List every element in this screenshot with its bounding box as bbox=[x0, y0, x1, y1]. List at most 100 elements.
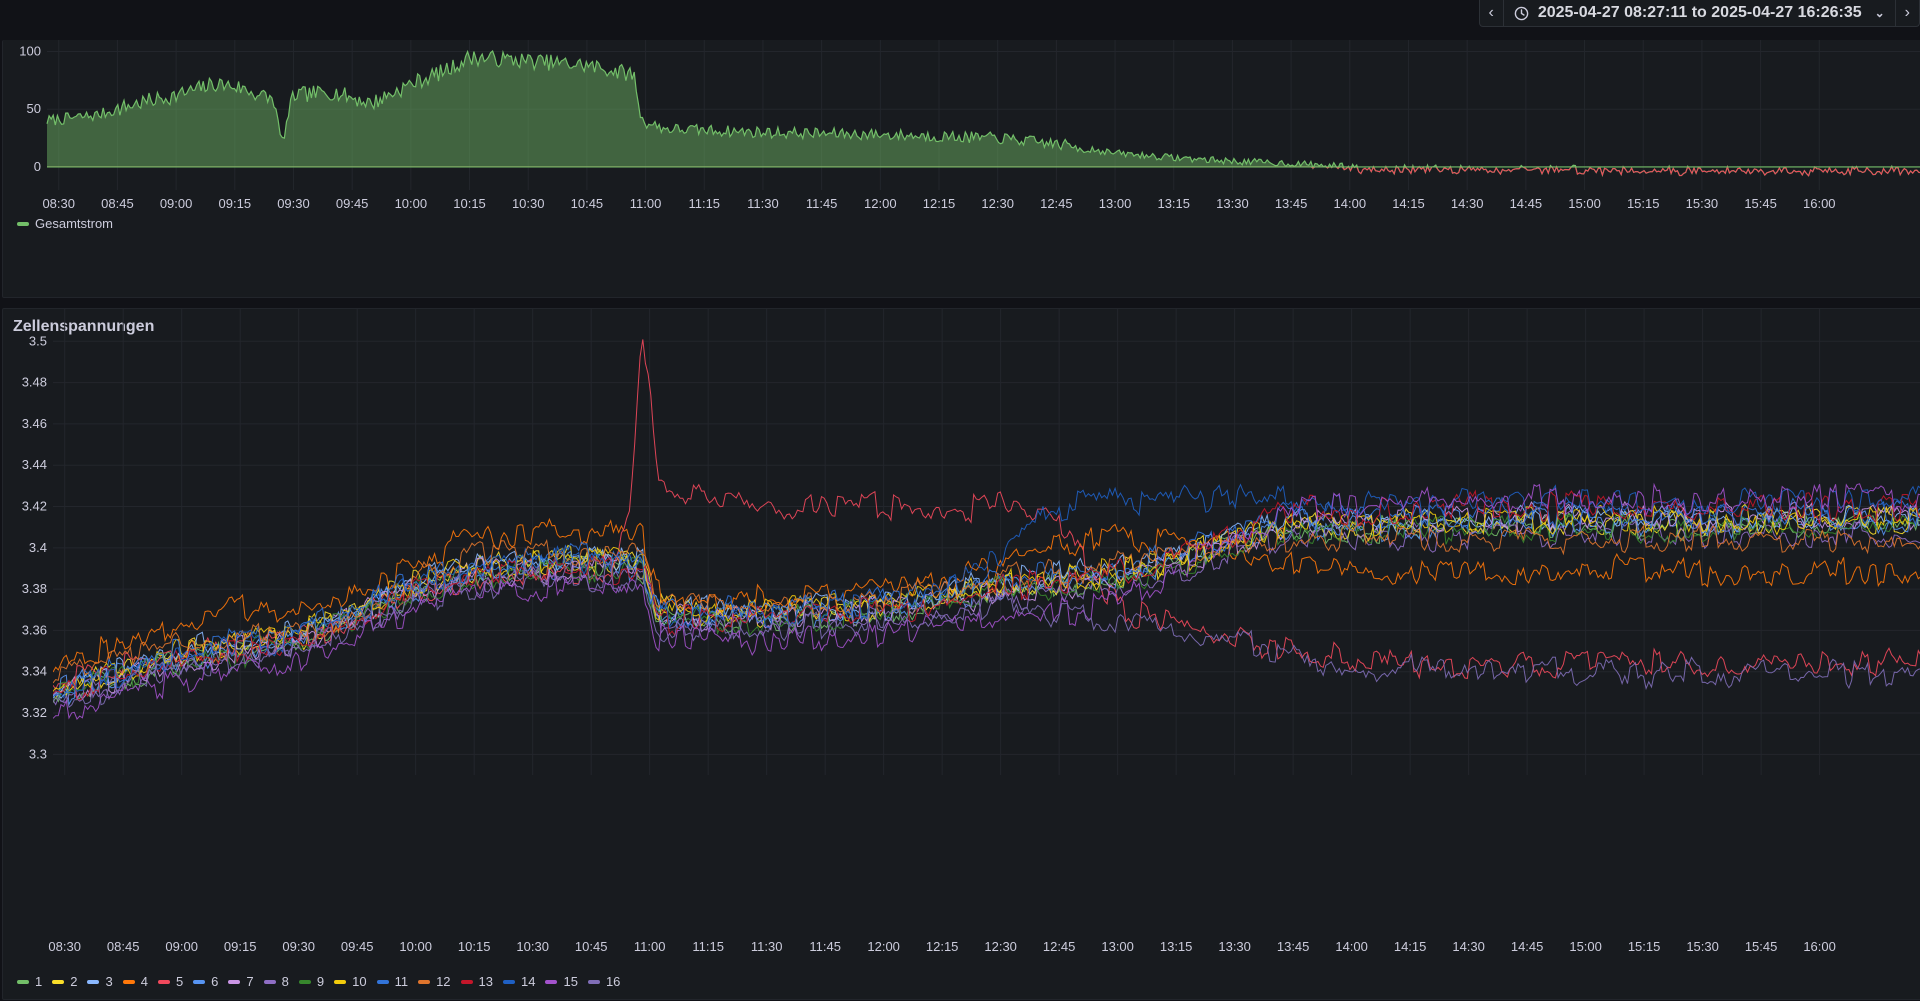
x-tick-label: 11:45 bbox=[809, 939, 841, 954]
legend-swatch bbox=[228, 980, 240, 984]
x-tick-label: 09:45 bbox=[336, 196, 369, 211]
legend-label: 10 bbox=[352, 974, 366, 989]
legend-label: 1 bbox=[35, 974, 42, 989]
x-tick-label: 12:00 bbox=[867, 939, 900, 954]
legend-swatch bbox=[193, 980, 205, 984]
x-tick-label: 11:30 bbox=[751, 939, 783, 954]
legend-label: 13 bbox=[479, 974, 493, 989]
legend-swatch bbox=[264, 980, 276, 984]
legend-item[interactable]: 13 bbox=[461, 974, 493, 989]
legend-item[interactable]: 8 bbox=[264, 974, 289, 989]
legend-swatch bbox=[588, 980, 600, 984]
x-tick-label: 14:15 bbox=[1392, 196, 1425, 211]
x-tick-label: 11:15 bbox=[692, 939, 724, 954]
y-tick-label: 3.3 bbox=[29, 746, 47, 761]
x-tick-label: 09:00 bbox=[165, 939, 198, 954]
y-tick-label: 3.32 bbox=[22, 705, 47, 720]
legend-item[interactable]: 9 bbox=[299, 974, 324, 989]
legend-item[interactable]: 3 bbox=[87, 974, 112, 989]
x-tick-label: 10:15 bbox=[458, 939, 491, 954]
time-range-button[interactable]: 2025-04-27 08:27:11 to 2025-04-27 16:26:… bbox=[1504, 0, 1895, 26]
legend-item[interactable]: Gesamtstrom bbox=[17, 216, 113, 231]
x-tick-label: 09:15 bbox=[224, 939, 257, 954]
legend-item[interactable]: 7 bbox=[228, 974, 253, 989]
x-tick-label: 13:45 bbox=[1275, 196, 1308, 211]
x-tick-label: 12:00 bbox=[864, 196, 897, 211]
x-tick-label: 09:45 bbox=[341, 939, 374, 954]
x-tick-label: 12:30 bbox=[981, 196, 1014, 211]
y-tick-label: 3.38 bbox=[22, 581, 47, 596]
legend-item[interactable]: 16 bbox=[588, 974, 620, 989]
legend-item[interactable]: 14 bbox=[503, 974, 535, 989]
y-tick-label: 3.44 bbox=[22, 457, 47, 472]
x-tick-label: 10:00 bbox=[395, 196, 428, 211]
y-tick-label: 3.34 bbox=[22, 664, 47, 679]
series-group bbox=[53, 339, 1920, 719]
x-tick-label: 11:30 bbox=[747, 196, 779, 211]
x-tick-label: 13:00 bbox=[1101, 939, 1134, 954]
x-tick-label: 15:30 bbox=[1686, 939, 1719, 954]
cell-series-line bbox=[53, 498, 1920, 694]
x-tick-label: 11:15 bbox=[688, 196, 720, 211]
legend-label: 7 bbox=[246, 974, 253, 989]
x-tick-label: 08:45 bbox=[107, 939, 140, 954]
legend-item[interactable]: 2 bbox=[52, 974, 77, 989]
legend-label: 15 bbox=[563, 974, 577, 989]
legend-item[interactable]: 12 bbox=[418, 974, 450, 989]
legend-swatch bbox=[87, 980, 99, 984]
y-tick-label: 3.5 bbox=[29, 333, 47, 348]
x-tick-label: 15:45 bbox=[1745, 939, 1778, 954]
y-tick-label: 3.48 bbox=[22, 375, 47, 390]
chevron-left-icon[interactable]: ‹ bbox=[1480, 0, 1504, 26]
legend-item[interactable]: 4 bbox=[123, 974, 148, 989]
legend-swatch bbox=[299, 980, 311, 984]
x-tick-label: 14:30 bbox=[1451, 196, 1484, 211]
legend-swatch bbox=[17, 222, 29, 226]
cell-series-line bbox=[53, 485, 1920, 698]
legend-label: 9 bbox=[317, 974, 324, 989]
current-negative-line bbox=[47, 167, 1920, 176]
y-tick-label: 3.36 bbox=[22, 622, 47, 637]
legend-label: 2 bbox=[70, 974, 77, 989]
legend-item[interactable]: 10 bbox=[334, 974, 366, 989]
cell-series-line bbox=[53, 506, 1920, 705]
legend-label: 4 bbox=[141, 974, 148, 989]
chevron-right-icon[interactable]: › bbox=[1895, 0, 1919, 26]
x-tick-label: 15:45 bbox=[1744, 196, 1777, 211]
legend-label: 16 bbox=[606, 974, 620, 989]
x-tick-label: 09:30 bbox=[282, 939, 315, 954]
legend-item[interactable]: 1 bbox=[17, 974, 42, 989]
x-tick-label: 11:00 bbox=[630, 196, 662, 211]
x-tick-label: 11:45 bbox=[806, 196, 838, 211]
x-tick-label: 13:30 bbox=[1218, 939, 1251, 954]
legend-item[interactable]: 5 bbox=[158, 974, 183, 989]
x-tick-label: 14:45 bbox=[1510, 196, 1543, 211]
x-tick-label: 11:00 bbox=[634, 939, 666, 954]
legend-label: 3 bbox=[105, 974, 112, 989]
legend-swatch bbox=[377, 980, 389, 984]
y-tick-label: 100 bbox=[19, 44, 41, 59]
x-tick-label: 15:00 bbox=[1568, 196, 1601, 211]
x-tick-label: 10:45 bbox=[571, 196, 604, 211]
legend-swatch bbox=[158, 980, 170, 984]
legend-item[interactable]: 11 bbox=[377, 974, 409, 989]
legend-label: 5 bbox=[176, 974, 183, 989]
legend-item[interactable]: 15 bbox=[545, 974, 577, 989]
legend-swatch bbox=[503, 980, 515, 984]
x-tick-label: 13:15 bbox=[1157, 196, 1190, 211]
legend-item[interactable]: 6 bbox=[193, 974, 218, 989]
x-tick-label: 15:30 bbox=[1686, 196, 1719, 211]
x-tick-label: 13:15 bbox=[1160, 939, 1193, 954]
x-tick-label: 14:30 bbox=[1452, 939, 1485, 954]
legend-label: 6 bbox=[211, 974, 218, 989]
top-bar: ‹ 2025-04-27 08:27:11 to 2025-04-27 16:2… bbox=[0, 0, 1920, 40]
y-tick-label: 3.46 bbox=[22, 416, 47, 431]
legend-swatch bbox=[17, 980, 29, 984]
x-tick-label: 09:30 bbox=[277, 196, 310, 211]
legend-swatch bbox=[52, 980, 64, 984]
x-tick-label: 12:45 bbox=[1043, 939, 1076, 954]
x-tick-label: 14:00 bbox=[1334, 196, 1367, 211]
